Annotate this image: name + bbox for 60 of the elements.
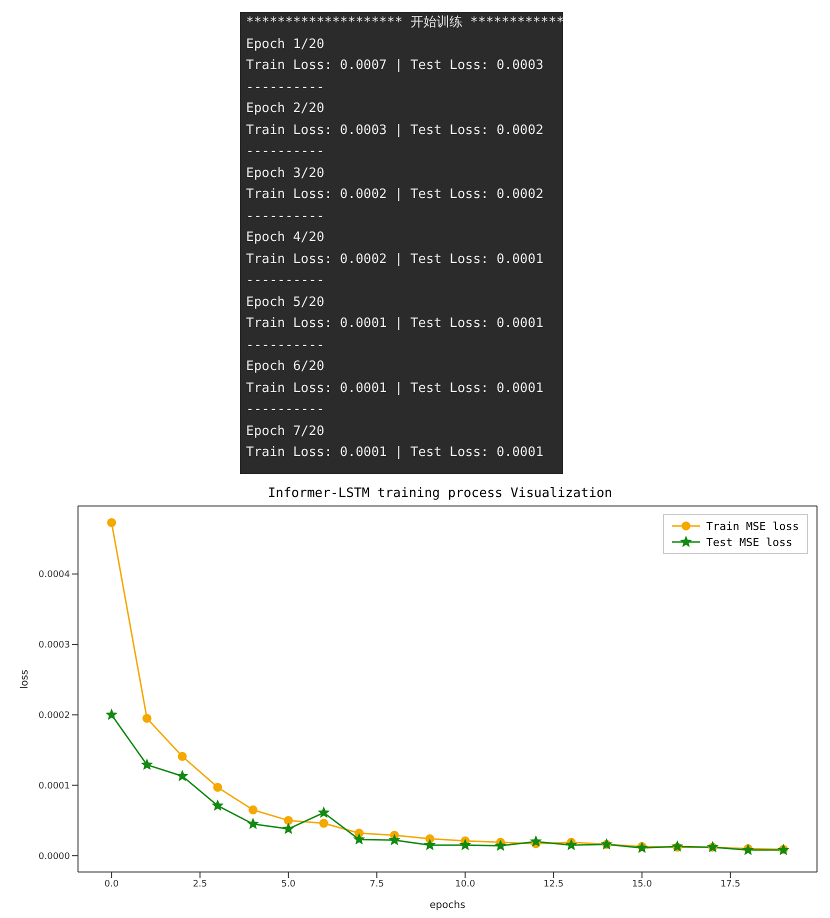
point	[530, 836, 542, 846]
y-tick-label: 0.0000	[38, 852, 70, 862]
text: Epoch 2/20	[246, 100, 326, 118]
text: Train Loss: 0.0007 | Test Loss: 0.0003	[246, 57, 544, 75]
point	[107, 518, 116, 528]
point	[354, 834, 364, 844]
point	[212, 800, 223, 810]
y-tick-label: 0.0003	[38, 640, 70, 651]
x-tick-label: 15.0	[632, 879, 652, 890]
point	[178, 752, 187, 761]
x-axis-title: epochs	[430, 900, 466, 911]
text: Train Loss: 0.0003 | Test Loss: 0.0002	[246, 122, 544, 140]
point	[389, 834, 400, 845]
x-tick-label: 10.0	[455, 879, 476, 890]
text: Train Loss: 0.0001 | Test Loss: 0.0001	[246, 380, 544, 398]
text: Epoch 1/20	[246, 36, 326, 54]
x-tick-label: 17.5	[720, 879, 740, 890]
text: Epoch 4/20	[246, 229, 326, 247]
point	[424, 840, 436, 850]
text: ----------	[246, 143, 326, 161]
point	[248, 805, 258, 814]
y-tick-label: 0.0002	[38, 711, 70, 722]
legend-label: Test MSE loss	[706, 536, 792, 548]
text: Epoch 7/20	[246, 422, 326, 440]
point	[142, 759, 152, 770]
point	[460, 840, 470, 850]
text: Train Loss: 0.0002 | Test Loss: 0.0001	[246, 250, 544, 268]
point	[318, 807, 329, 818]
chart-title: Informer-LSTM training process Visualization	[266, 486, 614, 501]
x-tick-label: 0.0	[104, 879, 120, 890]
y-axis-title: loss	[20, 670, 31, 689]
text: ----------	[246, 401, 326, 419]
text: Epoch 6/20	[246, 358, 326, 376]
x-tick-label: 2.5	[192, 879, 208, 890]
text: Train Loss: 0.0002 | Test Loss: 0.0002	[246, 186, 544, 204]
x-tick-label: 5.0	[281, 879, 296, 890]
x-tick-label: 12.5	[544, 879, 564, 890]
point	[248, 818, 258, 829]
point	[319, 818, 328, 828]
y-tick-label: 0.0001	[38, 781, 70, 792]
point	[284, 816, 293, 825]
text: Epoch 5/20	[246, 294, 326, 312]
text: ----------	[246, 272, 326, 290]
point	[495, 840, 506, 850]
point	[177, 770, 188, 781]
point	[106, 709, 117, 720]
text: ******************** 开始训练 ************	[246, 14, 564, 32]
point	[142, 714, 152, 723]
point	[283, 823, 294, 834]
point	[566, 840, 577, 850]
point	[213, 782, 222, 792]
text: Train Loss: 0.0001 | Test Loss: 0.0001	[246, 315, 544, 333]
y-tick-label: 0.0004	[38, 570, 70, 580]
text: Train Loss: 0.0001 | Test Loss: 0.0001	[246, 444, 544, 462]
text: ----------	[246, 78, 326, 96]
text: ----------	[246, 208, 326, 226]
text: Epoch 3/20	[246, 164, 326, 182]
text: ----------	[246, 336, 326, 354]
x-tick-label: 7.5	[370, 879, 384, 890]
legend-label: Train MSE loss	[706, 520, 799, 532]
